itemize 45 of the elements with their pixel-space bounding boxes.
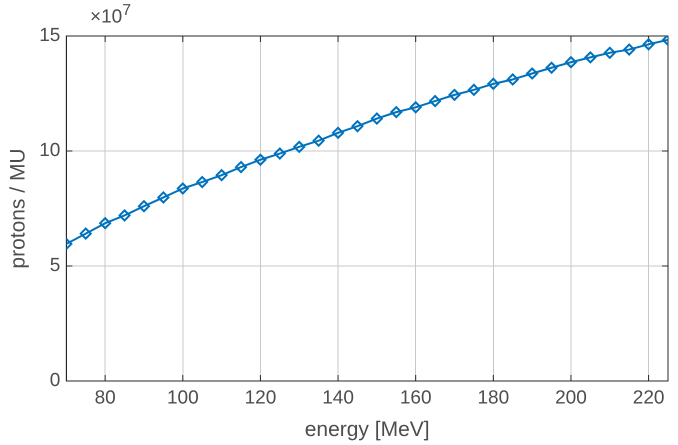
point — [584, 51, 596, 64]
point — [351, 120, 364, 132]
point — [604, 46, 616, 59]
point — [526, 67, 538, 80]
point — [390, 106, 402, 118]
x-tick-label: 120 — [244, 388, 276, 409]
point — [118, 209, 131, 222]
x-tick-label: 80 — [94, 388, 116, 409]
x-tick-label: 140 — [322, 388, 354, 409]
point — [312, 134, 325, 147]
x-tick-label: 200 — [555, 388, 587, 409]
point — [448, 88, 461, 101]
y-tick-label: 10 — [39, 140, 60, 162]
point — [196, 176, 208, 188]
point — [410, 101, 422, 114]
point — [546, 62, 558, 74]
point — [176, 182, 189, 194]
y-tick-label: 5 — [50, 255, 60, 276]
point — [468, 84, 480, 96]
x-tick-label: 180 — [477, 388, 510, 409]
point — [487, 78, 500, 90]
point — [254, 154, 266, 166]
point — [274, 148, 286, 160]
point — [80, 228, 92, 240]
point — [216, 169, 228, 182]
text: ×10$^{7}$ — [90, 2, 132, 28]
point — [235, 161, 248, 174]
point — [429, 95, 442, 108]
point — [623, 44, 636, 56]
point — [157, 191, 170, 204]
y-tick-label: 0 — [50, 370, 60, 392]
point — [99, 217, 112, 230]
y-axis-title: protons / MU — [6, 148, 30, 269]
point — [370, 112, 383, 125]
point — [138, 200, 150, 212]
point — [332, 126, 344, 139]
point — [293, 140, 306, 153]
point — [506, 73, 519, 86]
point — [642, 38, 655, 50]
x-tick-label: 160 — [400, 388, 432, 409]
point — [564, 56, 577, 68]
y-tick-label: 15 — [39, 25, 60, 46]
x-tick-label: 100 — [166, 388, 199, 409]
x-axis-title: energy [MeV] — [304, 418, 430, 442]
x-tick-label: 220 — [632, 388, 664, 409]
